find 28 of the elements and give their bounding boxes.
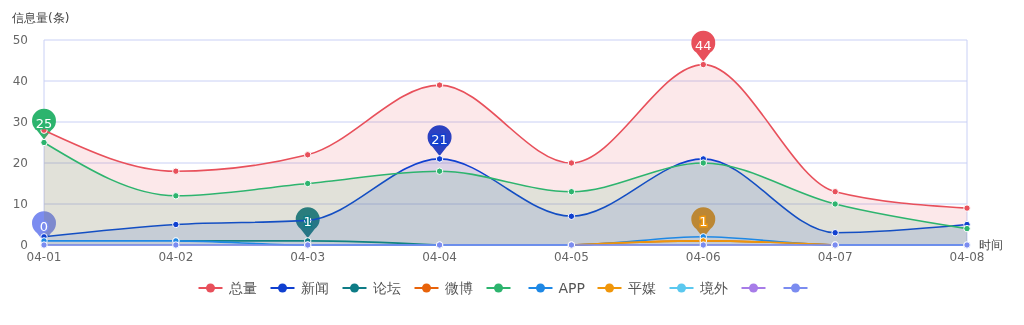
x-tick-label: 04-03 bbox=[290, 250, 326, 264]
legend-label: 总量 bbox=[227, 280, 257, 296]
y-tick-label: 0 bbox=[20, 238, 28, 252]
x-axis-title: 时间 bbox=[979, 238, 1003, 252]
y-tick-label: 50 bbox=[12, 33, 28, 47]
legend-label: 境外 bbox=[698, 280, 728, 296]
x-tick-label: 04-02 bbox=[158, 250, 194, 264]
x-tick-label: 04-04 bbox=[422, 250, 458, 264]
legend-label: 新闻 bbox=[300, 280, 329, 296]
y-tick-label: 20 bbox=[12, 156, 28, 170]
y-tick-label: 40 bbox=[12, 74, 28, 88]
data-label: 21 bbox=[431, 132, 448, 148]
x-tick-label: 04-08 bbox=[949, 250, 985, 264]
data-label: 1 bbox=[699, 214, 708, 230]
x-tick-label: 04-01 bbox=[26, 250, 62, 264]
y-tick-label: 10 bbox=[12, 197, 28, 211]
x-tick-label: 04-05 bbox=[553, 250, 589, 264]
y-tick-label: 30 bbox=[12, 115, 28, 129]
data-label: 44 bbox=[695, 38, 712, 54]
x-tick-label: 04-07 bbox=[817, 250, 853, 264]
legend-label: APP bbox=[558, 280, 585, 296]
y-axis-title: 信息量(条) bbox=[12, 11, 70, 25]
legend-label: 论坛 bbox=[372, 280, 401, 296]
x-tick-label: 04-06 bbox=[685, 250, 721, 264]
legend-label: 平媒 bbox=[627, 280, 656, 296]
data-label: 0 bbox=[39, 218, 49, 234]
legend-label: 微博 bbox=[444, 280, 473, 296]
data-label: 25 bbox=[35, 116, 53, 131]
